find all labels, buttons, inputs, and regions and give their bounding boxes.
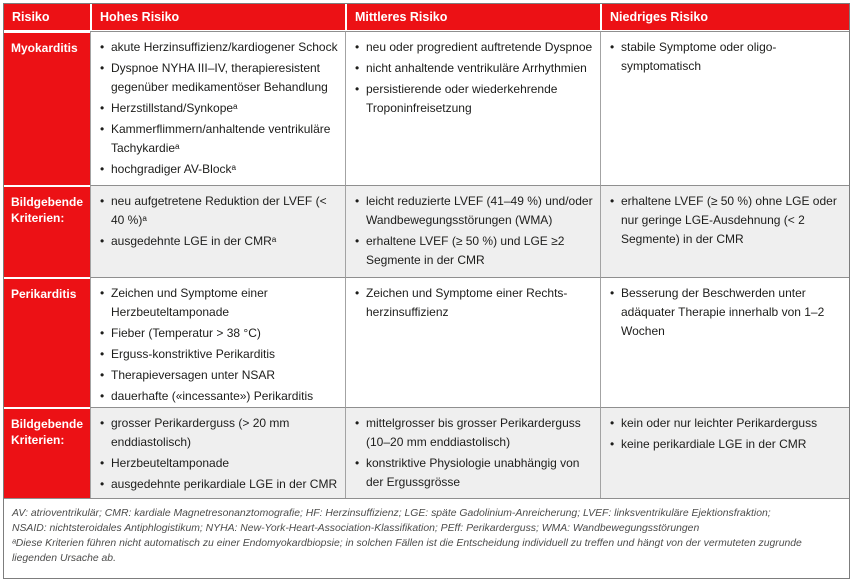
criteria-list: neu oder progredient auftretende Dyspnoe… xyxy=(354,38,595,118)
row-bildgebende-kriterien-perikarditis: Bildgebende Kriterien: grosser Perikarde… xyxy=(4,407,849,498)
row-label-bildgebende-kriterien: Bildgebende Kriterien: xyxy=(4,185,90,277)
row-perikarditis: Perikarditis Zeichen und Symptome einer … xyxy=(4,277,849,410)
list-item: grosser Perikarderguss (> 20 mm enddiast… xyxy=(99,414,340,452)
list-item: Besserung der Beschwerden unter adäquate… xyxy=(609,284,844,341)
list-item: stabile Symptome oder oligo-symptomatisc… xyxy=(609,38,844,76)
footnote-abbreviations-line2: NSAID: nichtsteroidales Antiphlogistikum… xyxy=(12,523,700,534)
list-item: Herzstillstand/Synkopeᵃ xyxy=(99,99,340,118)
criteria-list: akute Herzinsuffizienz/kardiogener Schoc… xyxy=(99,38,340,179)
header-cell-risiko: Risiko xyxy=(4,4,90,31)
footnote-a-line2: liegenden Ursache ab. xyxy=(12,553,116,564)
cell-imaging1-high: neu aufgetretene Reduktion der LVEF (< 4… xyxy=(90,185,345,277)
row-label-perikarditis: Perikarditis xyxy=(4,277,90,410)
list-item: leicht reduzierte LVEF (41–49 %) und/ode… xyxy=(354,192,595,230)
list-item: dauerhafte («incessante») Perikarditis xyxy=(99,387,340,406)
criteria-list: leicht reduzierte LVEF (41–49 %) und/ode… xyxy=(354,192,595,270)
list-item: Therapieversagen unter NSAR xyxy=(99,366,340,385)
header-cell-niedriges-risiko: Niedriges Risiko xyxy=(600,4,849,31)
table-footnote-block: AV: atrioventrikulär; CMR: kardiale Magn… xyxy=(4,498,849,577)
criteria-list: neu aufgetretene Reduktion der LVEF (< 4… xyxy=(99,192,340,251)
cell-imaging1-low: erhaltene LVEF (≥ 50 %) ohne LGE oder nu… xyxy=(600,185,849,277)
table-header-row: Risiko Hohes Risiko Mittleres Risiko Nie… xyxy=(4,4,849,31)
footnote-a-line1: ᵃDiese Kriterien führen nicht automatisc… xyxy=(12,538,802,549)
list-item: kein oder nur leichter Perikarderguss xyxy=(609,414,844,433)
header-cell-mittleres-risiko: Mittleres Risiko xyxy=(345,4,600,31)
list-item: Erguss-konstriktive Perikarditis xyxy=(99,345,340,364)
list-item: Zeichen und Symptome einer Rechts-herzin… xyxy=(354,284,595,322)
cell-imaging2-mid: mittelgrosser bis grosser Perikarderguss… xyxy=(345,407,600,498)
criteria-list: stabile Symptome oder oligo-symptomatisc… xyxy=(609,38,844,76)
list-item: ausgedehnte perikardiale LGE in der CMR xyxy=(99,475,340,494)
criteria-list: Zeichen und Symptome einer Herzbeuteltam… xyxy=(99,284,340,406)
footnote-abbreviations-line1: AV: atrioventrikulär; CMR: kardiale Magn… xyxy=(12,508,771,519)
row-label-myokarditis: Myokarditis xyxy=(4,31,90,185)
criteria-list: grosser Perikarderguss (> 20 mm enddiast… xyxy=(99,414,340,494)
list-item: persistierende oder wiederkehrende Tropo… xyxy=(354,80,595,118)
list-item: keine perikardiale LGE in der CMR xyxy=(609,435,844,454)
list-item: erhaltene LVEF (≥ 50 %) und LGE ≥2 Segme… xyxy=(354,232,595,270)
list-item: neu oder progredient auftretende Dyspnoe xyxy=(354,38,595,57)
cell-myokarditis-mid: neu oder progredient auftretende Dyspnoe… xyxy=(345,31,600,185)
risk-table: Risiko Hohes Risiko Mittleres Risiko Nie… xyxy=(3,3,850,579)
criteria-list: Zeichen und Symptome einer Rechts-herzin… xyxy=(354,284,595,322)
criteria-list: kein oder nur leichter Perikarderguss ke… xyxy=(609,414,844,454)
cell-imaging2-low: kein oder nur leichter Perikarderguss ke… xyxy=(600,407,849,498)
list-item: mittelgrosser bis grosser Perikarderguss… xyxy=(354,414,595,452)
cell-imaging2-high: grosser Perikarderguss (> 20 mm enddiast… xyxy=(90,407,345,498)
list-item: Dyspnoe NYHA III–IV, therapieresistent g… xyxy=(99,59,340,97)
cell-myokarditis-low: stabile Symptome oder oligo-symptomatisc… xyxy=(600,31,849,185)
criteria-list: erhaltene LVEF (≥ 50 %) ohne LGE oder nu… xyxy=(609,192,844,249)
row-label-bildgebende-kriterien: Bildgebende Kriterien: xyxy=(4,407,90,498)
list-item: Fieber (Temperatur > 38 °C) xyxy=(99,324,340,343)
list-item: erhaltene LVEF (≥ 50 %) ohne LGE oder nu… xyxy=(609,192,844,249)
criteria-list: Besserung der Beschwerden unter adäquate… xyxy=(609,284,844,341)
list-item: konstriktive Physiologie unabhängig von … xyxy=(354,454,595,492)
list-item: Herzbeuteltamponade xyxy=(99,454,340,473)
cell-imaging1-mid: leicht reduzierte LVEF (41–49 %) und/ode… xyxy=(345,185,600,277)
list-item: nicht anhaltende ventrikuläre Arrhythmie… xyxy=(354,59,595,78)
cell-perikarditis-mid: Zeichen und Symptome einer Rechts-herzin… xyxy=(345,277,600,410)
list-item: neu aufgetretene Reduktion der LVEF (< 4… xyxy=(99,192,340,230)
row-myokarditis: Myokarditis akute Herzinsuffizienz/kardi… xyxy=(4,31,849,185)
header-cell-hohes-risiko: Hohes Risiko xyxy=(90,4,345,31)
list-item: akute Herzinsuffizienz/kardiogener Schoc… xyxy=(99,38,340,57)
criteria-list: mittelgrosser bis grosser Perikarderguss… xyxy=(354,414,595,492)
row-bildgebende-kriterien-myokarditis: Bildgebende Kriterien: neu aufgetretene … xyxy=(4,185,849,277)
cell-myokarditis-high: akute Herzinsuffizienz/kardiogener Schoc… xyxy=(90,31,345,185)
list-item: Kammerflimmern/anhaltende ventrikuläre T… xyxy=(99,120,340,158)
cell-perikarditis-low: Besserung der Beschwerden unter adäquate… xyxy=(600,277,849,410)
list-item: Zeichen und Symptome einer Herzbeuteltam… xyxy=(99,284,340,322)
list-item: hochgradiger AV-Blockᵃ xyxy=(99,160,340,179)
list-item: ausgedehnte LGE in der CMRᵃ xyxy=(99,232,340,251)
cell-perikarditis-high: Zeichen und Symptome einer Herzbeuteltam… xyxy=(90,277,345,410)
